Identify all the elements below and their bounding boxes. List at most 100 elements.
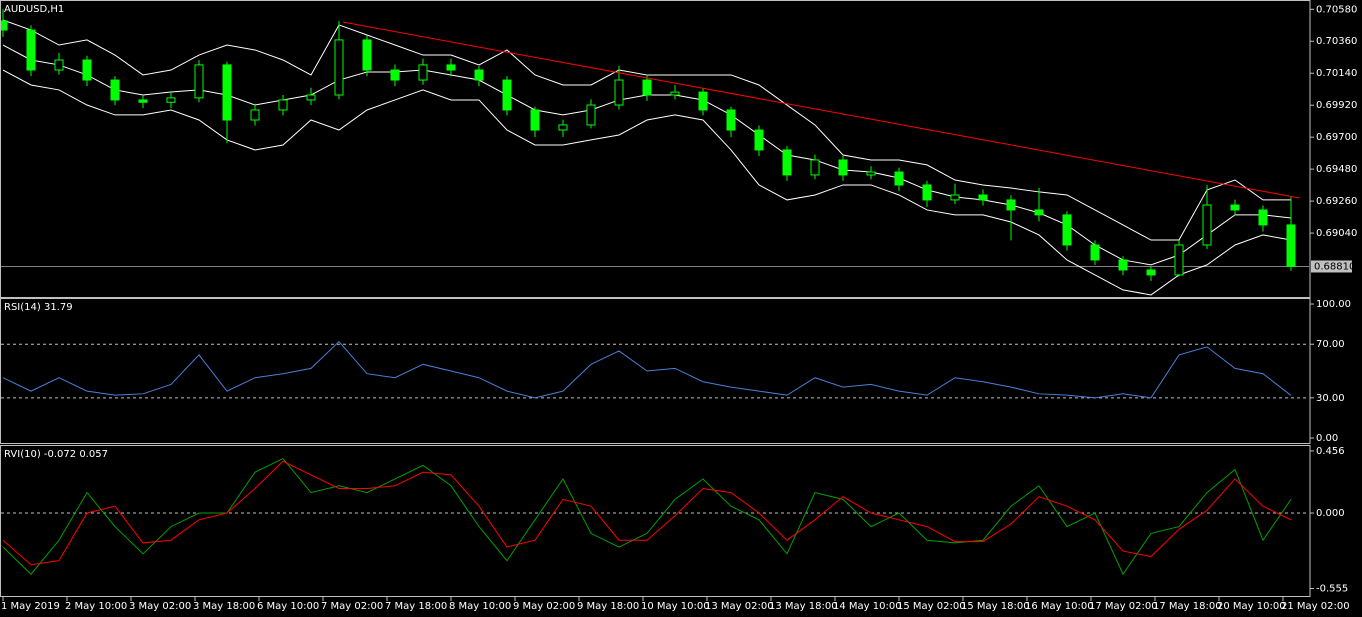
candle-body [866, 171, 876, 176]
x-tick-label: 16 May 10:00 [1025, 601, 1094, 612]
x-tick-label: 21 May 02:00 [1281, 601, 1350, 612]
candle-body [278, 99, 288, 111]
y-tick-label: 0.00 [1316, 433, 1338, 444]
candle-body [1090, 244, 1100, 261]
x-tick-label: 15 May 02:00 [897, 601, 966, 612]
x-tick-label: 7 May 02:00 [321, 601, 383, 612]
x-tick-label: 17 May 02:00 [1089, 601, 1158, 612]
candle-body [1118, 259, 1128, 271]
panel-frame [0, 445, 1311, 597]
candle-body [474, 69, 484, 81]
x-tick-label: 2 May 10:00 [65, 601, 127, 612]
candle-body [726, 109, 736, 131]
candle-body [1034, 209, 1044, 216]
candle-body [586, 104, 596, 126]
candle-body [1286, 224, 1296, 267]
candle-body [810, 159, 820, 176]
panel-title: RVI(10) -0.072 0.057 [4, 449, 108, 460]
candle-body [1006, 199, 1016, 211]
candle-body [922, 184, 932, 201]
indicator-line [2, 457, 1292, 576]
candle-body [446, 64, 456, 71]
candle-body [138, 99, 148, 103]
y-tick-label: 0.69480 [1316, 164, 1357, 175]
bollinger-upper [2, 19, 1291, 241]
x-tick-label: 14 May 10:00 [833, 601, 902, 612]
x-tick-label: 3 May 02:00 [129, 601, 191, 612]
x-tick-label: 20 May 10:00 [1217, 601, 1286, 612]
last-price-box [1311, 260, 1352, 273]
candle-body [950, 194, 960, 201]
candle-body [362, 39, 372, 71]
candle-body [782, 149, 792, 176]
candle-body [642, 79, 652, 96]
y-tick-label: 30.00 [1316, 393, 1345, 404]
y-tick-label: 0.69700 [1316, 132, 1357, 143]
candle-body [194, 64, 204, 99]
panel [1, 340, 1309, 399]
bollinger-lower [2, 69, 1292, 296]
candle-body [978, 194, 988, 201]
candle-body [166, 97, 176, 103]
y-tick-label: 0.69920 [1316, 100, 1357, 111]
x-tick-label: 8 May 10:00 [449, 601, 511, 612]
candle-body [838, 159, 848, 176]
candle-body [614, 79, 624, 106]
panel [1, 9, 1309, 296]
x-tick-label: 13 May 02:00 [705, 601, 774, 612]
x-tick-label: 9 May 18:00 [577, 601, 639, 612]
panel-title: AUDUSD,H1 [4, 4, 64, 15]
candle-body [1062, 214, 1072, 246]
indicator-line [2, 340, 1292, 399]
candle-body [558, 124, 568, 131]
last-price-label: 0.68810 [1314, 261, 1355, 272]
x-tick-label: 13 May 18:00 [769, 601, 838, 612]
x-tick-label: 17 May 18:00 [1153, 601, 1222, 612]
candle-body [54, 59, 64, 71]
x-tick-label: 9 May 02:00 [513, 601, 575, 612]
candle-body [306, 94, 316, 101]
candle-body [222, 64, 232, 121]
candle-body [530, 109, 540, 131]
panel-frame [0, 298, 1311, 444]
x-tick-label: 15 May 18:00 [961, 601, 1030, 612]
trendline [342, 21, 1300, 199]
candle-body [1202, 204, 1212, 246]
candle-body [1230, 204, 1240, 211]
x-tick-label: 7 May 18:00 [385, 601, 447, 612]
candle-body [334, 39, 344, 96]
candle-body [502, 79, 512, 111]
candle-body [1174, 244, 1184, 276]
y-tick-label: 0.69260 [1316, 196, 1357, 207]
panel-frame [0, 0, 1311, 298]
candle-body [82, 59, 92, 81]
candle-body [250, 109, 260, 121]
y-tick-label: 0.69040 [1316, 228, 1357, 239]
panel [1, 457, 1309, 576]
y-tick-label: 100.00 [1316, 299, 1351, 310]
y-tick-label: 0.70580 [1316, 4, 1357, 15]
candle-body [418, 64, 428, 81]
candle-body [110, 79, 120, 101]
candle-body [698, 91, 708, 111]
candle-body [754, 129, 764, 151]
y-tick-label: 0.000 [1316, 508, 1345, 519]
candle-body [894, 171, 904, 186]
indicator-line [2, 460, 1292, 566]
x-tick-label: 3 May 18:00 [193, 601, 255, 612]
candle-body [390, 69, 400, 81]
y-tick-label: 0.456 [1316, 446, 1345, 457]
y-tick-label: 0.70140 [1316, 68, 1357, 79]
candle-body [670, 91, 680, 96]
y-tick-label: 70.00 [1316, 339, 1345, 350]
candle-body [1146, 269, 1156, 276]
x-tick-label: 6 May 10:00 [257, 601, 319, 612]
x-tick-label: 10 May 10:00 [641, 601, 710, 612]
candle-body [26, 29, 36, 71]
candle-body [1, 20, 8, 31]
x-tick-label: 1 May 2019 [1, 601, 60, 612]
candle-body [1258, 209, 1268, 226]
panel-title: RSI(14) 31.79 [4, 302, 73, 313]
